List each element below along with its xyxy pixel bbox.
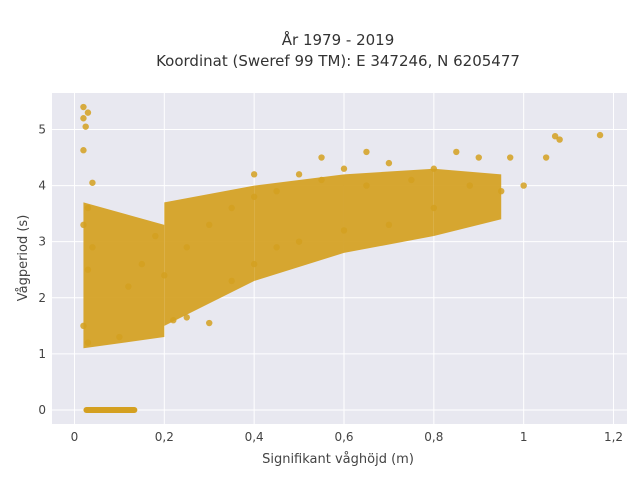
data-point: [183, 244, 190, 251]
x-tick-label: 0,6: [334, 430, 353, 444]
data-point: [430, 204, 438, 212]
y-tick-label: 0: [38, 403, 46, 417]
x-tick-label: 1: [520, 430, 528, 444]
data-point: [80, 147, 87, 154]
tick-labels: 0 0,2 0,4 0,6 0,8 1 1,2 0 1 2 3 4 5: [38, 122, 623, 444]
data-point: [170, 317, 177, 324]
data-point: [84, 266, 92, 273]
data-points: [80, 103, 604, 346]
x-tick-label: 0,8: [424, 430, 443, 444]
data-point: [551, 132, 559, 140]
data-point: [363, 182, 370, 189]
data-point: [116, 333, 123, 341]
x-tick-label: 0,2: [155, 430, 174, 444]
data-point: [385, 159, 393, 167]
y-tick-label: 3: [38, 235, 46, 249]
data-point: [80, 221, 87, 229]
data-point: [430, 165, 438, 172]
data-point: [318, 176, 325, 184]
point-density-band: [254, 174, 344, 281]
data-point: [250, 260, 258, 268]
data-point: [80, 103, 87, 111]
data-point: [206, 221, 213, 229]
data-point: [542, 154, 550, 161]
data-point: [84, 109, 92, 116]
data-point: [408, 176, 415, 184]
data-point: [295, 238, 303, 245]
data-point: [385, 221, 393, 229]
data-point: [340, 165, 348, 172]
data-point: [152, 232, 159, 240]
point-density-band: [164, 185, 255, 326]
data-point: [250, 193, 258, 200]
data-point: [596, 131, 604, 139]
data-point: [273, 244, 280, 251]
point-density-band: [433, 168, 502, 237]
data-point: [80, 322, 87, 330]
zero-period-points: [83, 406, 138, 413]
y-axis-title: Vågperiod (s): [16, 215, 31, 302]
data-point: [340, 227, 348, 234]
y-tick-label: 2: [38, 291, 46, 305]
data-point: [161, 272, 168, 279]
data-point: [183, 314, 190, 321]
dense-point-cloud: [83, 168, 502, 413]
x-tick-label: 0,4: [245, 430, 264, 444]
y-tick-label: 5: [38, 122, 46, 136]
data-point: [520, 182, 527, 189]
data-point: [125, 283, 132, 290]
chart-title: År 1979 - 2019: [282, 30, 395, 49]
data-point: [250, 171, 258, 178]
data-point: [363, 148, 370, 156]
data-point: [228, 204, 235, 212]
data-point: [138, 260, 146, 268]
data-point: [89, 244, 96, 251]
data-point: [89, 179, 96, 186]
data-point: [273, 187, 280, 195]
data-point: [453, 148, 460, 156]
y-tick-label: 4: [38, 179, 46, 193]
data-point: [507, 154, 514, 161]
x-tick-label: 1,2: [604, 430, 623, 444]
chart-subtitle: Koordinat (Sweref 99 TM): E 347246, N 62…: [156, 52, 520, 70]
point-density-band: [83, 202, 165, 349]
x-tick-label: 0: [71, 430, 79, 444]
data-point: [475, 154, 482, 161]
x-axis-title: Signifikant våghöjd (m): [262, 452, 414, 467]
data-point: [206, 319, 213, 327]
data-point: [498, 187, 505, 195]
data-point: [228, 277, 235, 285]
data-point: [82, 123, 89, 130]
y-tick-label: 1: [38, 347, 46, 361]
data-point: [556, 136, 563, 143]
data-point: [84, 339, 92, 346]
data-point: [466, 182, 473, 189]
data-point: [318, 154, 325, 161]
point-density-band: [343, 168, 434, 253]
data-point: [84, 204, 92, 212]
data-point: [295, 171, 303, 178]
data-point: [80, 115, 87, 122]
